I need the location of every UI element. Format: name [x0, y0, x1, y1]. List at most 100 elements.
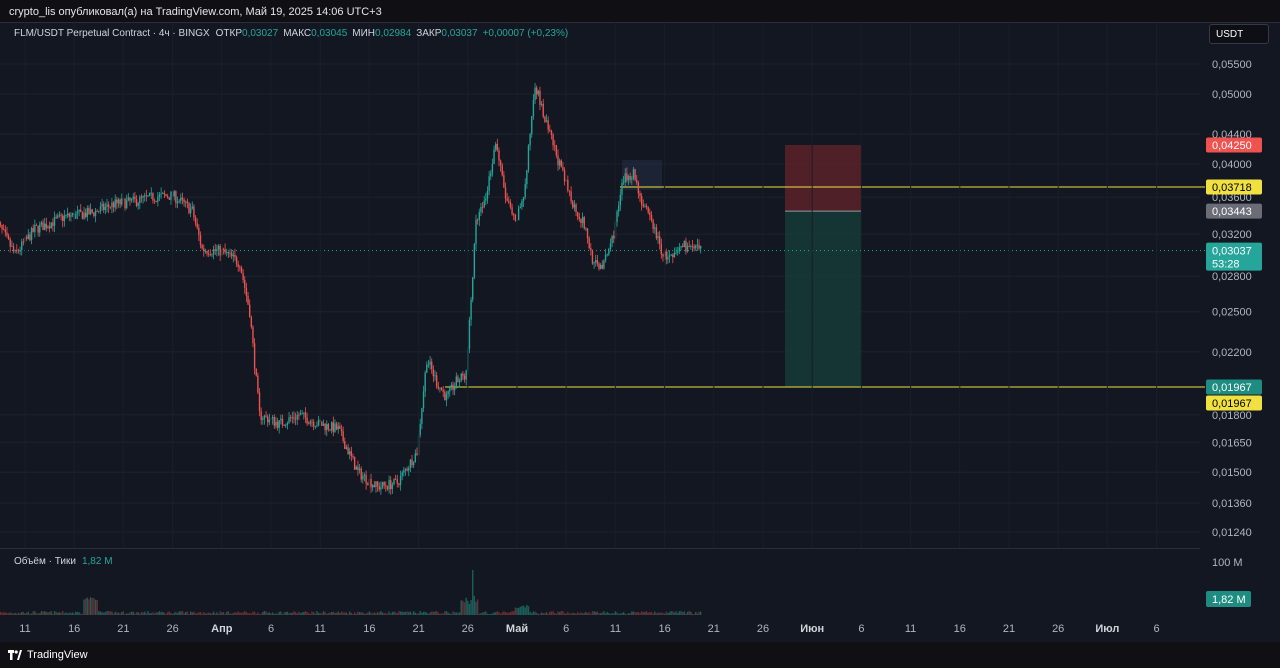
time-tick-label: Июн: [800, 623, 824, 635]
candle-body: [332, 422, 335, 432]
currency-button[interactable]: USDT: [1209, 24, 1269, 44]
volume-bar: [186, 611, 189, 615]
volume-bar: [440, 613, 443, 615]
candle-body: [43, 223, 46, 231]
candle-body: [681, 246, 684, 248]
candle-body: [178, 200, 180, 202]
volume-bar: [481, 612, 484, 615]
volume-bar: [368, 611, 371, 615]
volume-bar: [147, 611, 149, 615]
candle-body: [262, 418, 264, 420]
candle-body: [654, 227, 656, 229]
time-tick-label: 26: [757, 623, 769, 635]
candle-body: [591, 250, 594, 264]
candle-body: [362, 475, 364, 480]
candle-body: [481, 207, 484, 208]
volume-bar: [135, 612, 138, 615]
candle-body: [153, 200, 156, 202]
candlestick-chart[interactable]: 0,055000,050000,044000,040000,036000,032…: [0, 22, 1280, 642]
volume-bar: [106, 611, 108, 615]
candle-body: [503, 175, 505, 188]
time-tick-label: 21: [708, 623, 720, 635]
symbol-title[interactable]: FLM/USDT Perpetual Contract · 4ч · BINGX: [14, 28, 210, 39]
symbol-legend[interactable]: FLM/USDT Perpetual Contract · 4ч · BINGX…: [14, 28, 573, 39]
horizontal-levels[interactable]: [0, 186, 1205, 388]
volume-bar: [335, 612, 338, 615]
price-axis[interactable]: 0,055000,050000,044000,040000,036000,032…: [0, 59, 1252, 549]
candle-body: [599, 264, 602, 269]
volume-bar: [350, 612, 353, 615]
close-value: 0,03037: [441, 28, 478, 39]
candle-body: [501, 165, 503, 176]
volume-bar: [330, 612, 333, 615]
volume-bar: [145, 613, 148, 615]
candle-body: [280, 418, 282, 421]
volume-legend[interactable]: Объём · Тики 1,82 M: [14, 556, 113, 567]
candle-body: [21, 241, 23, 250]
candle-body: [490, 173, 492, 177]
volume-bar: [403, 611, 405, 615]
candle-body: [383, 482, 385, 486]
volume-bar: [211, 613, 213, 615]
candle-body: [590, 248, 592, 251]
time-tick-label: 6: [858, 623, 864, 635]
volume-bar: [662, 612, 664, 615]
candle-body: [2, 229, 5, 230]
candle-body: [142, 196, 144, 198]
candle-body: [168, 197, 171, 200]
candle-body: [194, 217, 197, 224]
time-tick-label: 11: [19, 623, 30, 635]
candle-body: [698, 244, 700, 249]
price-tick-label: 0,03600: [1212, 192, 1252, 204]
volume-bar: [258, 613, 261, 615]
volume-bar: [654, 611, 656, 615]
low-label: МИН: [352, 28, 376, 39]
volume-bar: [6, 612, 8, 615]
candle-body: [432, 369, 435, 377]
volume-bar: [250, 613, 253, 615]
time-axis[interactable]: 11 16 21 26 Апр 6 11 16 21 26 Май 6 11 16 21 26 Июн 6 11 16…: [19, 22, 1160, 635]
volume-bar: [670, 611, 672, 615]
volume-bar: [50, 611, 52, 615]
chart-area[interactable]: [0, 22, 1280, 643]
volume-bar: [606, 612, 608, 615]
candle-body: [360, 468, 362, 480]
volume-bar: [380, 611, 382, 615]
candle-body: [58, 214, 61, 216]
volume-bar: [121, 611, 123, 615]
volume-bar: [125, 613, 128, 615]
candle-body: [242, 273, 244, 280]
volume-bar: [285, 612, 287, 615]
candle-body: [139, 196, 141, 204]
candle-body: [673, 252, 676, 258]
candle-body: [257, 375, 259, 393]
candle-body: [53, 216, 56, 226]
volume-bar: [191, 612, 193, 615]
candle-body: [447, 391, 449, 395]
candle-body: [193, 206, 195, 218]
candle-body: [334, 423, 336, 432]
candle-body: [176, 201, 179, 204]
volume-bar: [535, 612, 538, 615]
volume-bar: [288, 613, 290, 615]
volume-bar: [472, 570, 474, 615]
candle-body: [106, 204, 108, 207]
candle-body: [508, 200, 510, 203]
volume-bar: [680, 611, 682, 615]
volume-bar: [532, 611, 535, 615]
tradingview-logo[interactable]: TradingView: [8, 649, 88, 661]
volume-bar: [242, 612, 244, 615]
candle-body: [70, 215, 72, 217]
volume-bar: [312, 612, 315, 615]
candle-body: [27, 234, 29, 239]
volume-bar: [207, 612, 210, 615]
volume-bar: [511, 611, 513, 615]
candle-body: [440, 387, 443, 391]
candle-body: [480, 207, 482, 213]
volume-bar: [576, 612, 579, 615]
candle-body: [426, 364, 428, 373]
candle-body: [677, 251, 679, 253]
volume-bar: [629, 613, 631, 615]
short-position-tool[interactable]: [622, 145, 861, 388]
volume-bar: [96, 599, 98, 615]
